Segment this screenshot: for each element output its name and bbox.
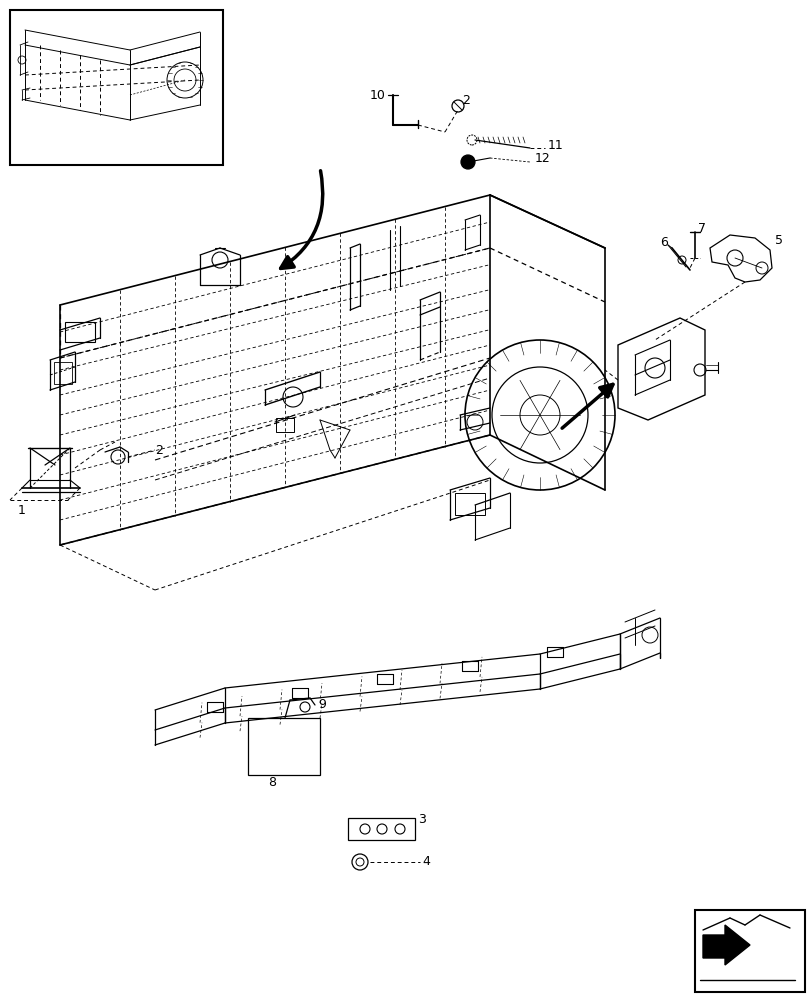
Text: 7: 7 (697, 222, 705, 235)
Text: 9: 9 (318, 698, 325, 711)
Text: 8: 8 (268, 776, 276, 788)
Text: 4: 4 (422, 855, 429, 868)
Text: 12: 12 (534, 152, 550, 165)
Bar (10, 10, 223, 165)
Text: 10: 10 (370, 89, 385, 102)
Text: 2: 2 (155, 444, 163, 456)
Text: 6: 6 (659, 235, 667, 248)
Bar (276, 418, 294, 432)
Bar (454, 493, 484, 515)
Text: 11: 11 (547, 139, 563, 152)
Text: 3: 3 (418, 813, 425, 826)
Text: 2: 2 (461, 94, 470, 107)
Polygon shape (702, 925, 749, 965)
Bar (694, 910, 804, 992)
Circle shape (461, 155, 474, 169)
Bar (65, 322, 95, 342)
Text: 1: 1 (18, 504, 26, 516)
Text: 5: 5 (774, 233, 782, 246)
Bar (54, 362, 72, 384)
